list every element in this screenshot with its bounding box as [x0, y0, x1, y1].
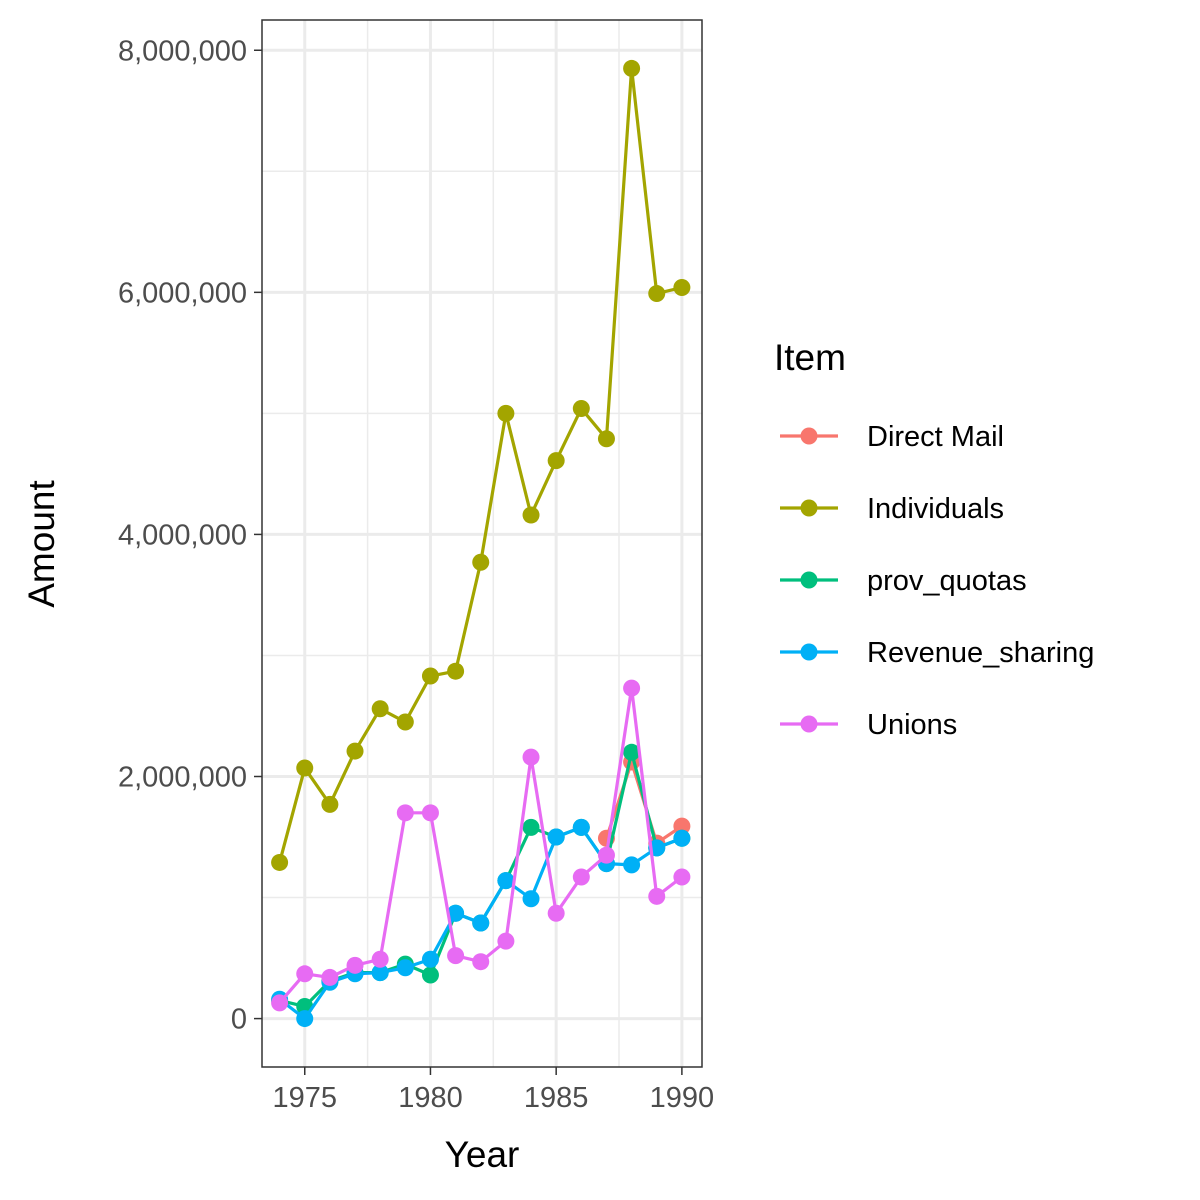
- x-tick-label: 1990: [650, 1082, 715, 1114]
- panel-background: [262, 20, 702, 1067]
- data-point-unions: [396, 804, 414, 822]
- data-point-unions: [497, 932, 515, 950]
- legend-item-individuals: Individuals: [780, 493, 1004, 525]
- data-point-revenue-sharing: [522, 890, 540, 908]
- data-point-prov-quotas: [623, 743, 641, 761]
- data-point-unions: [623, 679, 641, 697]
- legend-title: Item: [774, 337, 846, 378]
- data-point-unions: [421, 804, 439, 822]
- series-unions: [271, 679, 691, 1012]
- data-point-individuals: [623, 59, 641, 77]
- data-point-prov-quotas: [421, 966, 439, 984]
- data-point-revenue-sharing: [572, 818, 590, 836]
- x-tick-label: 1980: [398, 1082, 463, 1114]
- data-point-unions: [648, 887, 666, 905]
- data-point-unions: [522, 748, 540, 766]
- legend-label: Revenue_sharing: [867, 637, 1094, 669]
- x-tick-label: 1985: [524, 1082, 589, 1114]
- y-axis: 0 2,000,000 4,000,000 6,000,000 8,000,000: [118, 35, 262, 1036]
- data-point-individuals: [673, 278, 691, 296]
- y-tick-label: 2,000,000: [118, 762, 247, 794]
- data-point-individuals: [271, 853, 289, 871]
- y-axis-title: Amount: [21, 480, 62, 608]
- legend-key-point: [800, 571, 818, 589]
- data-point-individuals: [296, 759, 314, 777]
- data-point-revenue-sharing: [371, 964, 389, 982]
- panel-border: [261, 19, 703, 1068]
- x-axis: 1975 1980 1985 1990: [272, 1067, 714, 1114]
- data-point-unions: [572, 868, 590, 886]
- legend-label: Direct Mail: [867, 421, 1004, 453]
- data-point-revenue-sharing: [497, 872, 515, 890]
- data-point-individuals: [346, 742, 364, 760]
- data-point-unions: [597, 846, 615, 864]
- plot-panel: [261, 19, 703, 1068]
- data-point-revenue-sharing: [472, 914, 490, 932]
- data-point-revenue-sharing: [447, 904, 465, 922]
- data-point-unions: [321, 968, 339, 986]
- data-point-unions: [673, 868, 691, 886]
- data-point-individuals: [497, 404, 515, 422]
- data-point-individuals: [447, 662, 465, 680]
- data-point-unions: [371, 950, 389, 968]
- data-point-unions: [547, 904, 565, 922]
- data-point-revenue-sharing: [396, 959, 414, 977]
- data-point-unions: [447, 947, 465, 965]
- data-point-revenue-sharing: [623, 856, 641, 874]
- data-point-revenue-sharing: [421, 950, 439, 968]
- data-point-unions: [271, 994, 289, 1012]
- data-point-unions: [346, 956, 364, 974]
- data-point-individuals: [396, 713, 414, 731]
- data-point-individuals: [371, 700, 389, 718]
- data-point-individuals: [547, 452, 565, 470]
- data-point-individuals: [597, 430, 615, 448]
- y-tick-label: 0: [231, 1004, 247, 1036]
- grid-major: [262, 20, 702, 1067]
- data-point-revenue-sharing: [296, 1010, 314, 1028]
- legend-key-point: [800, 643, 818, 661]
- data-point-unions: [472, 953, 490, 971]
- legend-item-revenue-sharing: Revenue_sharing: [780, 637, 1094, 669]
- data-point-individuals: [321, 795, 339, 813]
- legend-key-point: [800, 715, 818, 733]
- legend-item-prov-quotas: prov_quotas: [780, 565, 1027, 597]
- data-point-individuals: [648, 285, 666, 303]
- y-tick-label: 6,000,000: [118, 277, 247, 309]
- series-individuals: [271, 59, 691, 871]
- data-point-individuals: [572, 400, 590, 418]
- legend-label: Unions: [867, 709, 957, 741]
- data-point-revenue-sharing: [547, 828, 565, 846]
- data-point-individuals: [472, 553, 490, 571]
- series-layer: [271, 59, 691, 1028]
- x-axis-title: Year: [445, 1134, 520, 1175]
- data-point-individuals: [421, 667, 439, 685]
- legend-items: Direct Mail Individuals prov_quotas Revenue…: [780, 421, 1094, 741]
- y-tick-label: 8,000,000: [118, 35, 247, 67]
- legend-key-point: [800, 427, 818, 445]
- data-point-unions: [296, 965, 314, 983]
- data-point-direct-mail: [673, 817, 691, 835]
- x-tick-label: 1975: [272, 1082, 337, 1114]
- y-tick-label: 4,000,000: [118, 519, 247, 551]
- legend-key-point: [800, 499, 818, 517]
- data-point-prov-quotas: [522, 818, 540, 836]
- legend-label: Individuals: [867, 493, 1004, 525]
- legend-item-unions: Unions: [780, 709, 957, 741]
- grid-minor: [262, 20, 702, 1067]
- data-point-revenue-sharing: [673, 829, 691, 847]
- legend-label: prov_quotas: [867, 565, 1027, 597]
- legend: Item Direct Mail Individuals prov_quotas Re…: [774, 337, 1094, 741]
- legend-item-direct-mail: Direct Mail: [780, 421, 1004, 453]
- data-point-individuals: [522, 506, 540, 524]
